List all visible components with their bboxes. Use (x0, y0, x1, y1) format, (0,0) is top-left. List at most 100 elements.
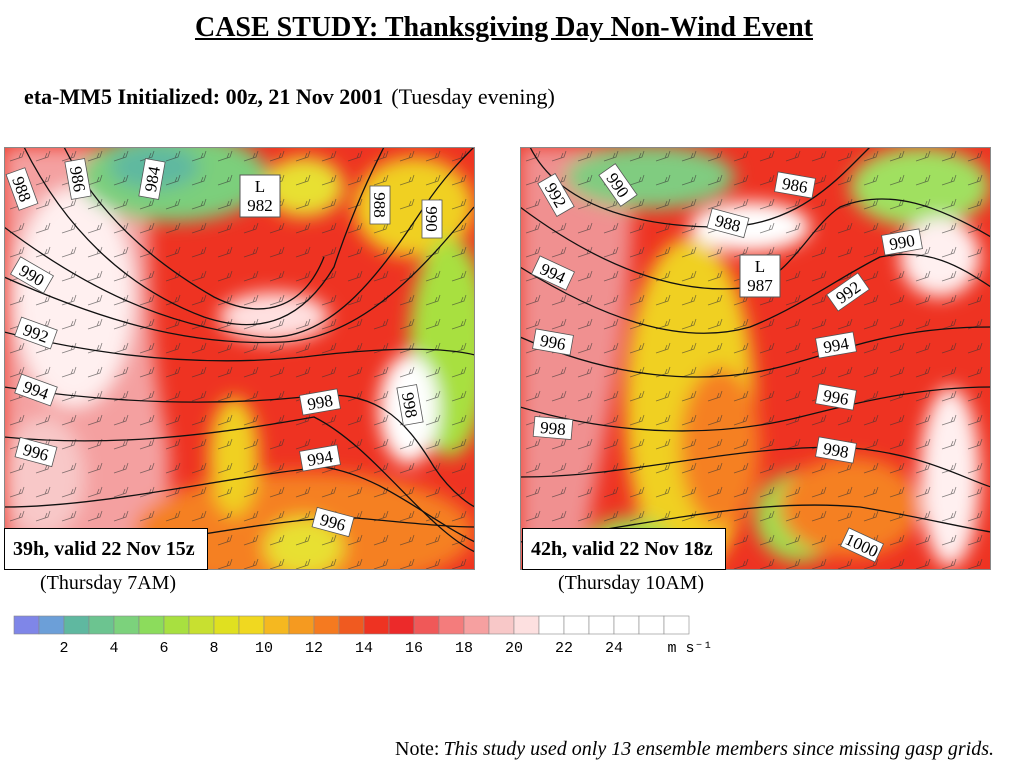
colorbar-swatch (138, 615, 165, 635)
isobar-label: 988 (370, 192, 389, 218)
colorbar-swatch (588, 615, 615, 635)
colorbar-tick-label: 10 (255, 640, 273, 657)
colorbar-swatch (613, 615, 640, 635)
isobar-label-group: 988 (369, 185, 391, 225)
colorbar-tick-label: 6 (159, 640, 168, 657)
isobar-label-group: 984 (138, 158, 166, 200)
isobar-label: 996 (822, 386, 850, 409)
colorbar-swatch (38, 615, 65, 635)
isobar-label-box (532, 415, 574, 441)
panel-label: 42h, valid 22 Nov 18z (522, 528, 726, 570)
isobar-label-group: 992 (826, 272, 870, 312)
isobar-label-box (706, 207, 750, 239)
isobar-label: 996 (539, 331, 567, 354)
isobar-label: 998 (822, 439, 850, 462)
isobar-label-box (840, 527, 884, 563)
colorbar-swatch (288, 615, 315, 635)
isobar-label: 984 (141, 164, 164, 193)
isobar-label-box (537, 172, 575, 218)
isobar-label: 994 (306, 447, 335, 470)
colorbar-tick-label: 4 (109, 640, 118, 657)
low-pressure: 982 (247, 196, 273, 215)
isobar-label: 986 (781, 174, 809, 197)
isobar-label: 990 (422, 206, 441, 232)
colorbar-swatch (413, 615, 440, 635)
isobar-label: 998 (306, 391, 334, 414)
colorbar-swatch (363, 615, 390, 635)
isobar-label-box (396, 384, 424, 426)
isobar-label-box (14, 316, 58, 350)
colorbar-unit: m s⁻¹ (667, 640, 712, 657)
isobar-label: 998 (398, 391, 421, 419)
isobar-label-group: 998 (299, 388, 341, 416)
colorbar-swatch (263, 615, 290, 635)
isobar-label: 994 (822, 334, 851, 357)
isobar-label-box (815, 436, 857, 464)
isobar-label: 990 (888, 231, 916, 254)
colorbar-swatch (438, 615, 465, 635)
panel-caption: (Thursday 7AM) (40, 572, 177, 594)
isobar-label-box (774, 171, 816, 199)
isobar-label: 998 (539, 418, 566, 439)
colorbar-swatch (463, 615, 490, 635)
isobar-label-group: 996 (532, 328, 574, 356)
isobar-label-box (815, 383, 857, 411)
isobar-label-box (14, 436, 58, 468)
low-letter: L (755, 257, 765, 276)
colorbar-swatch (313, 615, 340, 635)
colorbar-swatch (513, 615, 540, 635)
colorbar-tick-label: 14 (355, 640, 373, 657)
colorbar-swatch (663, 615, 690, 635)
isobar-label-group: 990 (598, 163, 638, 207)
isobar-label-box (531, 255, 575, 291)
colorbar-swatch (63, 615, 90, 635)
colorbar-tick-label: 12 (305, 640, 323, 657)
isobar-label-group: 994 (299, 444, 341, 472)
colorbar-swatch (238, 615, 265, 635)
isobar-label-group: 996 (14, 436, 58, 468)
colorbar-swatch (213, 615, 240, 635)
colorbar-tick-label: 22 (555, 640, 573, 657)
model-init: eta-MM5 Initialized: 00z, 21 Nov 2001 (24, 84, 384, 109)
panel-label: 39h, valid 22 Nov 15z (4, 528, 208, 570)
colorbar: 2 4 6 8 10 12 14 16 18 20 22 24 m s⁻¹ (13, 615, 713, 657)
colorbar-tick-label: 24 (605, 640, 623, 657)
isobar-label-box (826, 272, 870, 312)
colorbar-swatch (188, 615, 215, 635)
colorbar-swatch (163, 615, 190, 635)
isobar-label-box (532, 328, 574, 356)
colorbar-swatch (388, 615, 415, 635)
map: 988 986 984988990990992994996998994996998L… (4, 147, 475, 570)
colorbar-tick-label: 16 (405, 640, 423, 657)
isobar-label-box (14, 373, 58, 407)
isobar-label-box (138, 158, 166, 200)
low-pressure: 987 (747, 276, 773, 295)
colorbar-tick-label: 2 (59, 640, 68, 657)
colorbar-tick-label: 18 (455, 640, 473, 657)
isobar-label-group: 998 (396, 384, 424, 426)
note: Note: This study used only 13 ensemble me… (395, 738, 994, 761)
isobar-label-box (9, 256, 55, 294)
isobar-label-box (421, 199, 443, 239)
subtitle: eta-MM5 Initialized: 00z, 21 Nov 2001 (Tu… (24, 84, 555, 110)
isobar-label-group: 986 (64, 158, 92, 200)
isobar-label-box (64, 158, 92, 200)
colorbar-swatch (338, 615, 365, 635)
isobar-label-group: 998 (815, 436, 857, 464)
colorbar-swatch (538, 615, 565, 635)
isobar-label-group: 986 (774, 171, 816, 199)
colorbar-tick-label: 20 (505, 640, 523, 657)
colorbar-swatch (13, 615, 40, 635)
isobar-label-box (369, 185, 391, 225)
note-text: This study used only 13 ensemble members… (443, 738, 994, 760)
isobar-label: 986 (66, 165, 89, 193)
isobar-label-box (815, 331, 857, 359)
low-box (739, 254, 781, 298)
isobar-label-box (881, 228, 923, 256)
colorbar-swatch (488, 615, 515, 635)
isobar-label-group: 998 (532, 415, 574, 441)
day: (Tuesday evening) (391, 84, 555, 109)
isobar-label-box (299, 444, 341, 472)
